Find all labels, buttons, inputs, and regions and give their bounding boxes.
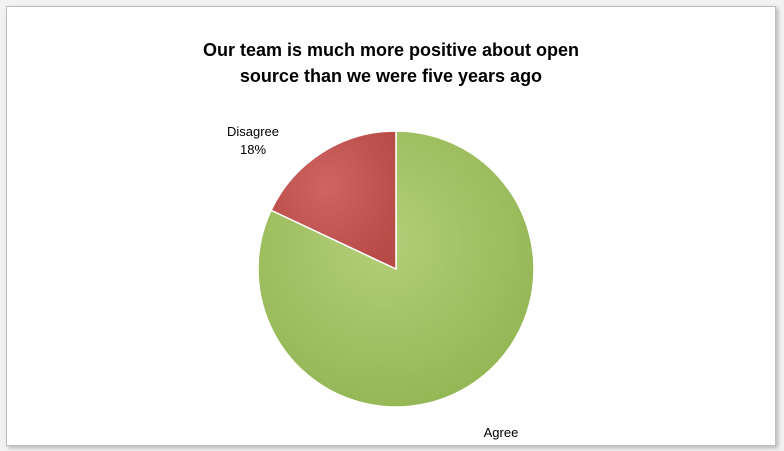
pie-slice-disagree	[270, 130, 397, 271]
chart-title: Our team is much more positive about ope…	[202, 40, 580, 86]
slice-percent-disagree: 18%	[240, 142, 266, 157]
pie-slice-agree	[257, 130, 535, 408]
slice-label-agree: Agree	[484, 425, 519, 440]
chart-area: Our team is much more positive about ope…	[6, 6, 776, 446]
slice-percent-agree: 82%	[488, 443, 514, 445]
pie-chart: Agree 82% Disagree 18%	[227, 124, 535, 445]
slice-label-disagree: Disagree	[227, 124, 279, 139]
